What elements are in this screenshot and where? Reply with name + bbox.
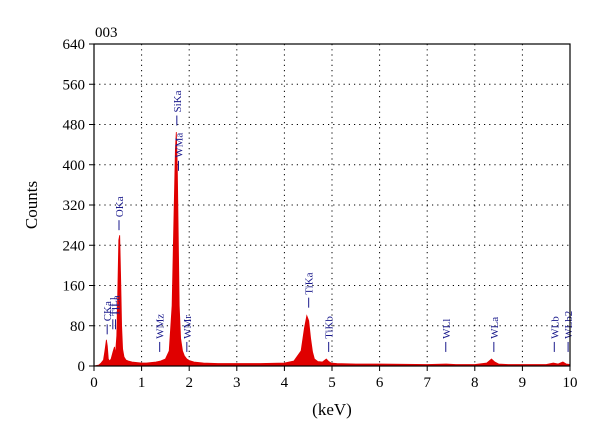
peak-label: TiLl bbox=[108, 297, 120, 316]
y-tick-label: 80 bbox=[70, 319, 85, 335]
y-tick-label: 400 bbox=[63, 158, 86, 174]
peak-label: OKa bbox=[114, 196, 126, 217]
x-tick-label: 2 bbox=[185, 375, 193, 391]
y-tick-label: 160 bbox=[63, 279, 86, 295]
peak-label: WLb bbox=[549, 316, 561, 339]
peak-label: WMz bbox=[155, 314, 167, 339]
x-tick-label: 5 bbox=[328, 375, 336, 391]
sample-label: 003 bbox=[95, 25, 118, 41]
x-tick-label: 1 bbox=[138, 375, 146, 391]
y-tick-label: 0 bbox=[78, 359, 86, 375]
x-tick-label: 3 bbox=[233, 375, 241, 391]
peak-label: SiKa bbox=[172, 90, 184, 112]
x-tick-label: 10 bbox=[563, 375, 578, 391]
y-axis-title: Counts bbox=[22, 181, 41, 229]
spectrum-series bbox=[93, 131, 571, 367]
y-tick-label: 240 bbox=[63, 238, 86, 254]
x-tick-label: 4 bbox=[281, 375, 289, 391]
spectrum-area bbox=[93, 131, 571, 367]
peak-label: WLa bbox=[489, 317, 501, 339]
x-tick-label: 9 bbox=[519, 375, 527, 391]
x-tick-label: 6 bbox=[376, 375, 384, 391]
x-tick-label: 8 bbox=[471, 375, 479, 391]
y-tick-label: 480 bbox=[63, 118, 86, 134]
peak-label: TiKb bbox=[324, 316, 336, 339]
peak-label: WMa bbox=[174, 133, 186, 158]
y-tick-label: 640 bbox=[63, 37, 86, 53]
axes: 0 1 2 3 4 5 6 7 8 9 10 0 80 160 240 320 400 480 560 640 bbox=[63, 37, 578, 391]
x-axis-title: (keV) bbox=[312, 400, 352, 419]
peak-label: TiKa bbox=[304, 272, 316, 294]
peak-label: WLl bbox=[441, 319, 453, 339]
peak-label: CKa bbox=[102, 301, 114, 321]
y-tick-label: 320 bbox=[63, 198, 86, 214]
peak-label: WLb2 bbox=[563, 311, 575, 339]
peak-label: TiLa bbox=[111, 295, 123, 316]
x-tick-label: 7 bbox=[423, 375, 431, 391]
y-tick-label: 560 bbox=[63, 77, 86, 93]
x-tick-label: 0 bbox=[90, 375, 98, 391]
peak-label: WMr bbox=[182, 315, 194, 339]
